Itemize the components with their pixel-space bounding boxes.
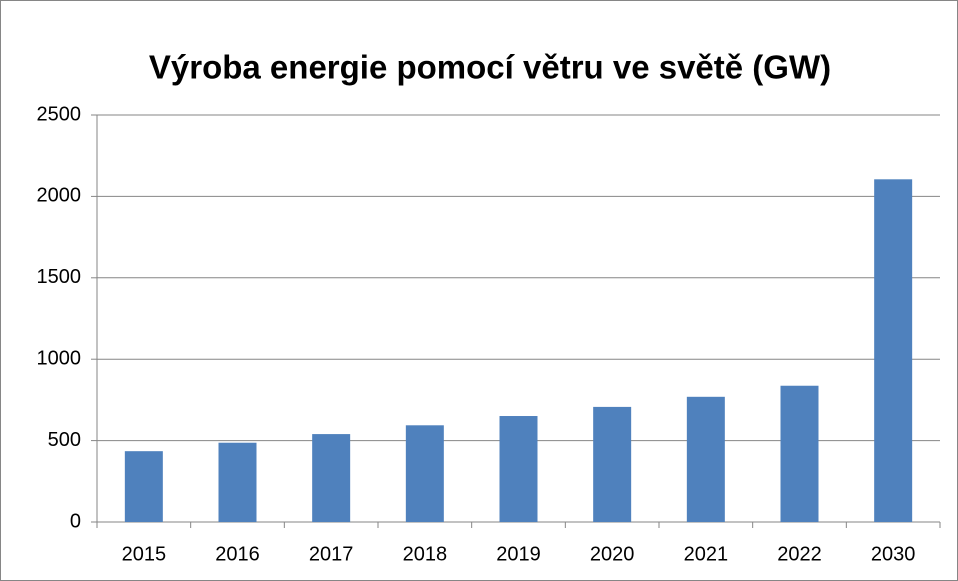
x-tick-label: 2016: [215, 543, 260, 565]
y-tick-label: 2000: [37, 185, 82, 207]
x-tick-label: 2018: [403, 543, 448, 565]
y-tick-label: 0: [70, 510, 81, 532]
bar: [499, 416, 538, 522]
bar: [218, 442, 257, 522]
chart-title: Výroba energie pomocí větru ve světě (GW…: [149, 49, 831, 86]
bar: [405, 425, 444, 522]
y-tick-label: 1500: [37, 266, 82, 288]
bar: [124, 451, 163, 522]
x-tick-label: 2022: [777, 543, 822, 565]
x-tick-label: 2019: [496, 543, 541, 565]
bar: [780, 385, 819, 522]
bar: [874, 179, 913, 522]
x-tick-label: 2020: [590, 543, 635, 565]
x-tick-label: 2021: [684, 543, 729, 565]
bar: [593, 406, 632, 522]
bar: [686, 396, 725, 522]
y-tick-label: 500: [48, 429, 81, 451]
x-tick-label: 2015: [122, 543, 167, 565]
x-tick-label: 2030: [871, 543, 916, 565]
bar: [312, 434, 351, 522]
y-tick-label: 1000: [37, 347, 82, 369]
x-tick-label: 2017: [309, 543, 354, 565]
y-tick-label: 2500: [37, 103, 82, 125]
